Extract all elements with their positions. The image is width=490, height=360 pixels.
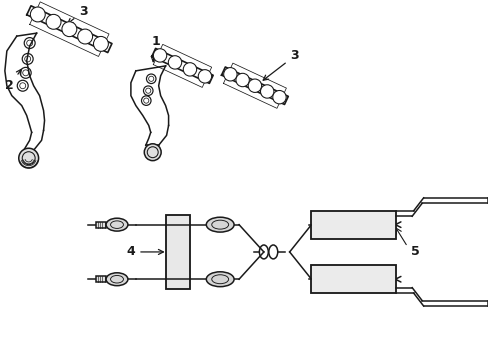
Bar <box>166 215 191 289</box>
Text: 2: 2 <box>5 69 22 92</box>
Circle shape <box>198 69 212 83</box>
Bar <box>312 211 396 239</box>
Circle shape <box>261 85 274 98</box>
Bar <box>96 276 106 282</box>
Circle shape <box>273 90 286 104</box>
Bar <box>96 222 106 228</box>
Ellipse shape <box>206 272 234 287</box>
Ellipse shape <box>106 273 128 286</box>
Circle shape <box>78 29 93 44</box>
Text: 4: 4 <box>126 246 164 258</box>
Circle shape <box>223 68 237 81</box>
Circle shape <box>248 79 262 93</box>
Text: 1: 1 <box>151 35 160 62</box>
Text: 3: 3 <box>68 5 88 24</box>
Circle shape <box>153 49 167 62</box>
Text: 5: 5 <box>411 246 419 258</box>
Ellipse shape <box>106 218 128 231</box>
Text: 3: 3 <box>263 49 299 80</box>
Circle shape <box>19 148 39 168</box>
Circle shape <box>183 63 196 76</box>
Circle shape <box>62 22 77 37</box>
Bar <box>312 265 396 293</box>
Circle shape <box>144 144 161 161</box>
Circle shape <box>236 73 249 87</box>
Ellipse shape <box>206 217 234 232</box>
Circle shape <box>30 7 45 22</box>
Circle shape <box>46 14 61 29</box>
Circle shape <box>168 56 182 69</box>
Circle shape <box>94 36 108 51</box>
